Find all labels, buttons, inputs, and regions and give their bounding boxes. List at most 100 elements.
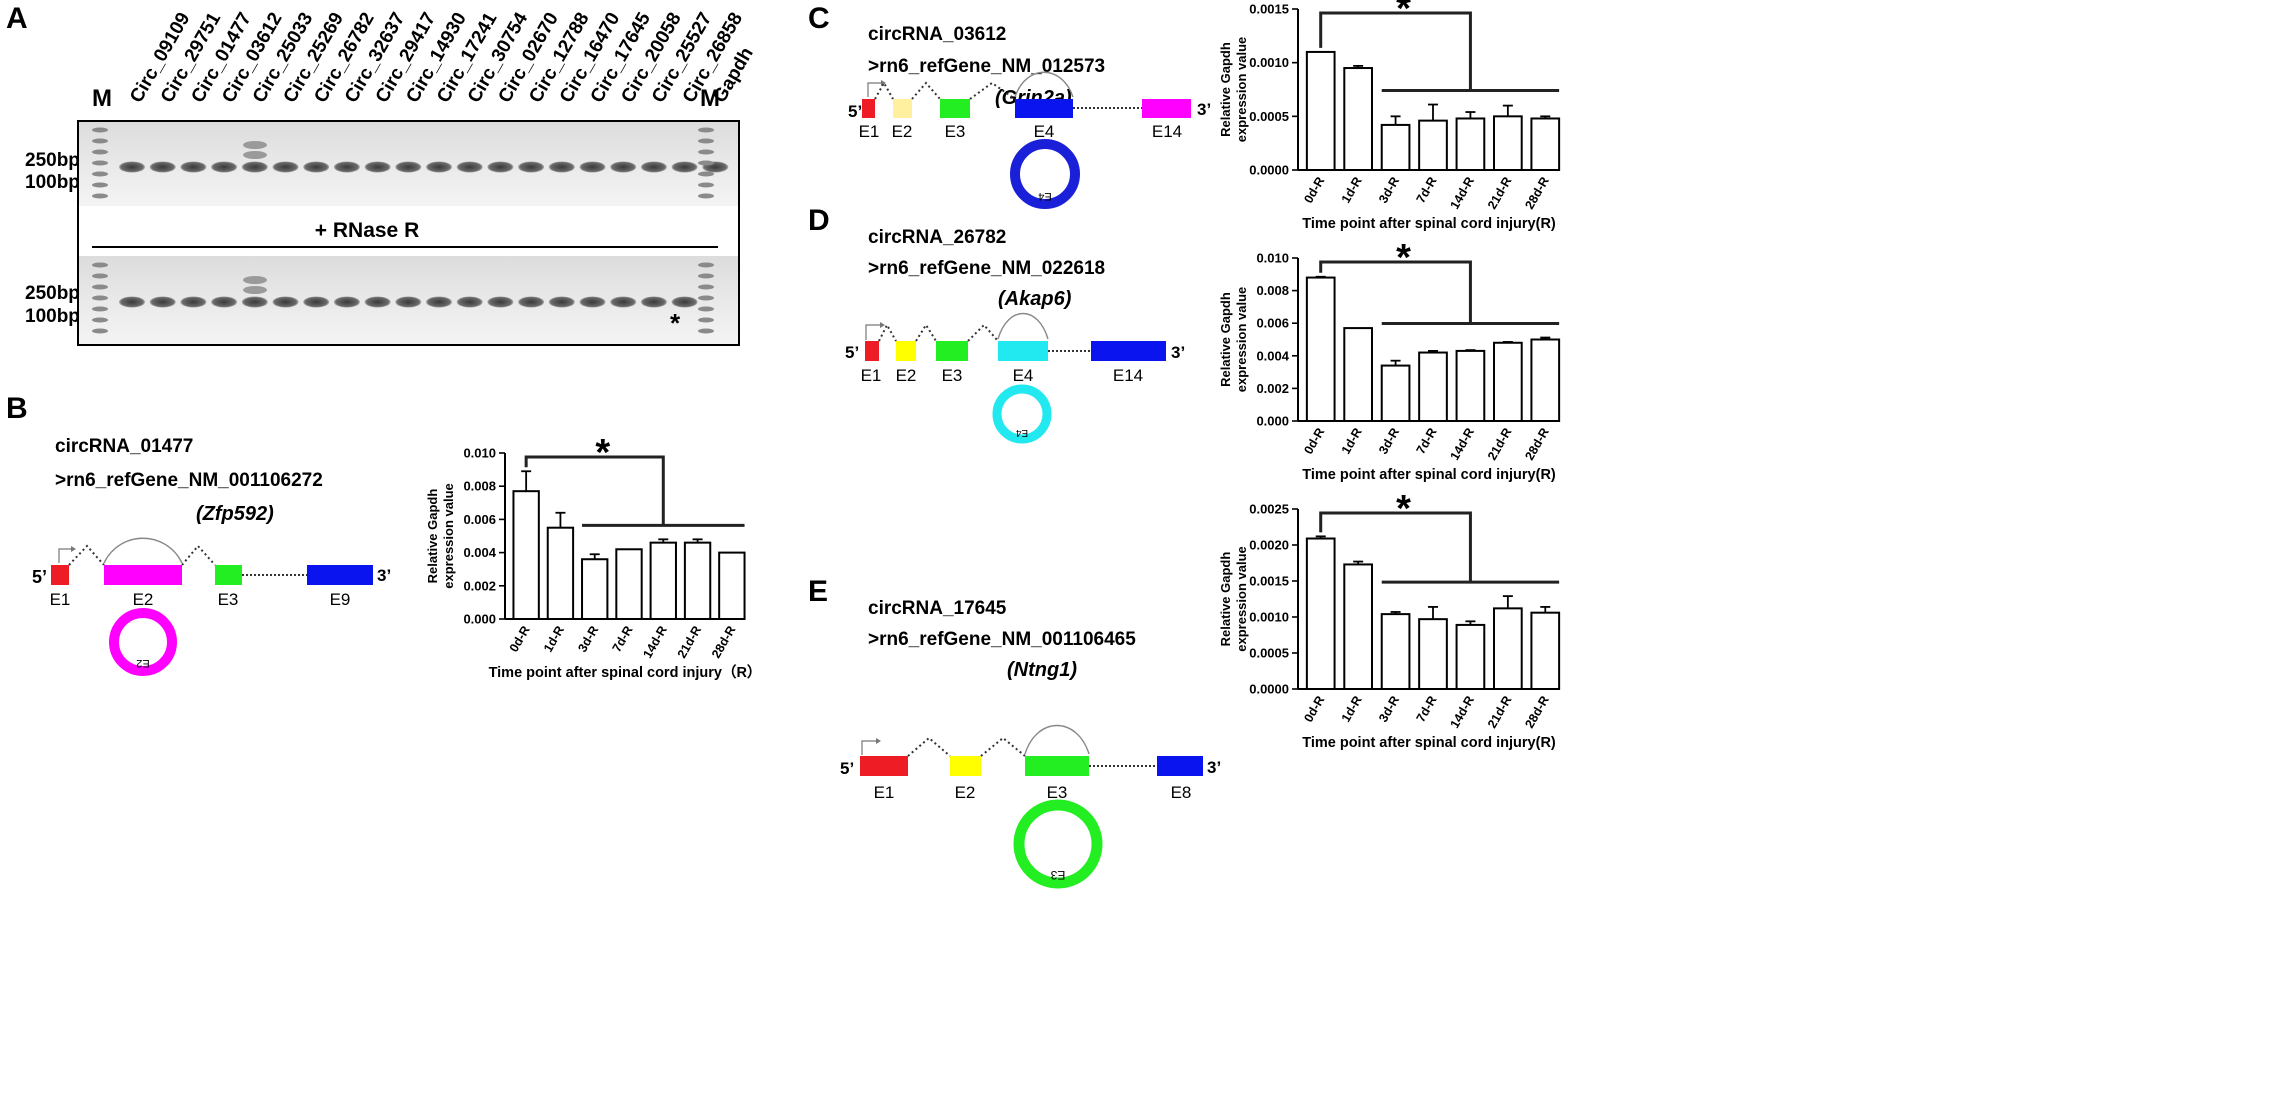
gel-marker-band — [698, 273, 714, 279]
gel-marker-band — [698, 295, 714, 301]
y-axis-label: Relative Gapdh — [425, 489, 440, 584]
gel-band — [456, 161, 483, 173]
circrna-ring-c — [1010, 139, 1080, 209]
exon-d-e3 — [936, 341, 968, 361]
x-tick-label: 28d-R — [1522, 694, 1551, 731]
gel-band — [333, 296, 360, 308]
gel-band — [303, 161, 330, 173]
five-prime-c: 5’ — [848, 102, 862, 121]
significance-bracket — [524, 455, 665, 526]
gene-b: (Zfp592) — [196, 503, 274, 525]
exon-label-d-5: E14 — [1113, 366, 1143, 385]
circ-name-b: circRNA_01477 — [55, 436, 193, 457]
exon-label-b-4: E9 — [330, 590, 351, 609]
exon-b-e1 — [51, 565, 69, 585]
circrna-ring-e — [1013, 799, 1103, 889]
gel-band — [149, 296, 176, 308]
gel-band — [610, 161, 637, 173]
y-tick-label: 0.010 — [1256, 251, 1289, 266]
gel-band — [456, 296, 483, 308]
gel-band — [426, 296, 452, 308]
intron-c-2 — [911, 81, 941, 100]
gel-band — [579, 296, 606, 308]
intron-e-2 — [980, 736, 1026, 757]
bar — [1343, 327, 1373, 422]
gel-marker-band — [92, 149, 108, 155]
panel-letter-b: B — [6, 392, 28, 425]
x-tick-label: 1d-R — [1339, 694, 1365, 725]
gel-band-faint — [243, 276, 267, 284]
y-tick-label: 0.0010 — [1249, 55, 1289, 70]
gel-band — [671, 161, 698, 173]
exon-label-b-1: E1 — [50, 590, 71, 609]
intron-c-3 — [969, 81, 1016, 100]
bar — [546, 526, 575, 621]
y-axis-label: Relative Gapdh — [1218, 292, 1233, 387]
bar — [1418, 618, 1448, 690]
y-tick-label: 0.0025 — [1249, 502, 1289, 517]
gel-band — [333, 161, 360, 173]
exon-label-d-2: E2 — [896, 366, 917, 385]
gel-marker-band — [92, 182, 108, 188]
x-tick-label: 28d-R — [709, 624, 738, 661]
bar-chart-d: 0.000 0.002 0.004 0.006 0.008 0.010 Relative G… — [1218, 237, 1561, 483]
significance-asterisk: * — [1396, 0, 1411, 30]
circ-ref-c: >rn6_refGene_NM_012573 — [868, 56, 1105, 77]
significance-asterisk: * — [1396, 488, 1411, 530]
circ-ref-d: >rn6_refGene_NM_022618 — [868, 258, 1105, 279]
circ-ref-b: >rn6_refGene_NM_001106272 — [55, 470, 323, 491]
gel-frame — [77, 120, 740, 346]
gel-marker-band — [698, 171, 714, 177]
y-tick-label: 0.010 — [463, 446, 496, 461]
gel-marker-band — [698, 127, 714, 133]
circ-name-d: circRNA_26782 — [868, 227, 1006, 248]
gel-marker-band — [92, 306, 108, 312]
bar — [1493, 341, 1523, 423]
gel-size-top-1: 250bp — [25, 150, 80, 171]
tss-arrow-d — [865, 324, 880, 340]
gel-band — [671, 296, 698, 308]
exon-e-e3 — [1025, 756, 1089, 776]
x-tick-label: 28d-R — [1522, 426, 1551, 463]
exon-e-e2 — [950, 756, 981, 776]
y-tick-label: 0.002 — [463, 578, 496, 593]
gel-band — [487, 161, 514, 173]
x-tick-label: 7d-R — [1414, 175, 1440, 206]
y-tick-label: 0.006 — [463, 512, 496, 527]
gel-band — [518, 161, 545, 173]
gel-band — [272, 161, 299, 173]
panel-letter-c: C — [808, 2, 830, 35]
backsplice-arc-d — [997, 313, 1049, 340]
exon-label-e-1: E1 — [874, 783, 895, 802]
gel-band — [579, 161, 606, 173]
gel-marker-band — [92, 284, 108, 290]
gel-band — [241, 296, 268, 308]
three-prime-d: 3’ — [1171, 343, 1185, 362]
x-tick-label: 3d-R — [1376, 175, 1402, 206]
y-axis-label: expression value — [1234, 546, 1249, 652]
y-tick-label: 0.0005 — [1249, 646, 1289, 661]
gel-band-faint — [243, 141, 267, 149]
exon-d-e4 — [998, 341, 1048, 361]
x-tick-label: 3d-R — [575, 624, 601, 655]
gel-marker-band — [698, 262, 714, 268]
significance-bracket — [1319, 511, 1472, 583]
gel-marker-band — [92, 295, 108, 301]
panel-letter-a: A — [6, 2, 28, 35]
intron-e-1 — [907, 736, 951, 757]
bar — [1530, 611, 1561, 690]
x-tick-label: 7d-R — [610, 624, 636, 655]
significance-asterisk: * — [595, 432, 610, 474]
exon-label-c-1: E1 — [859, 122, 880, 141]
y-tick-label: 0.008 — [463, 479, 496, 494]
gel-band — [395, 296, 422, 308]
bar — [1305, 537, 1336, 691]
gel-band — [426, 161, 452, 173]
intron-b-1 — [68, 544, 105, 566]
bar — [1530, 338, 1561, 422]
x-tick-label: 0d-R — [1301, 175, 1327, 206]
y-tick-label: 0.008 — [1256, 283, 1289, 298]
gel-band — [211, 296, 238, 308]
gel-marker-band — [698, 149, 714, 155]
x-tick-label: 28d-R — [1522, 175, 1551, 212]
